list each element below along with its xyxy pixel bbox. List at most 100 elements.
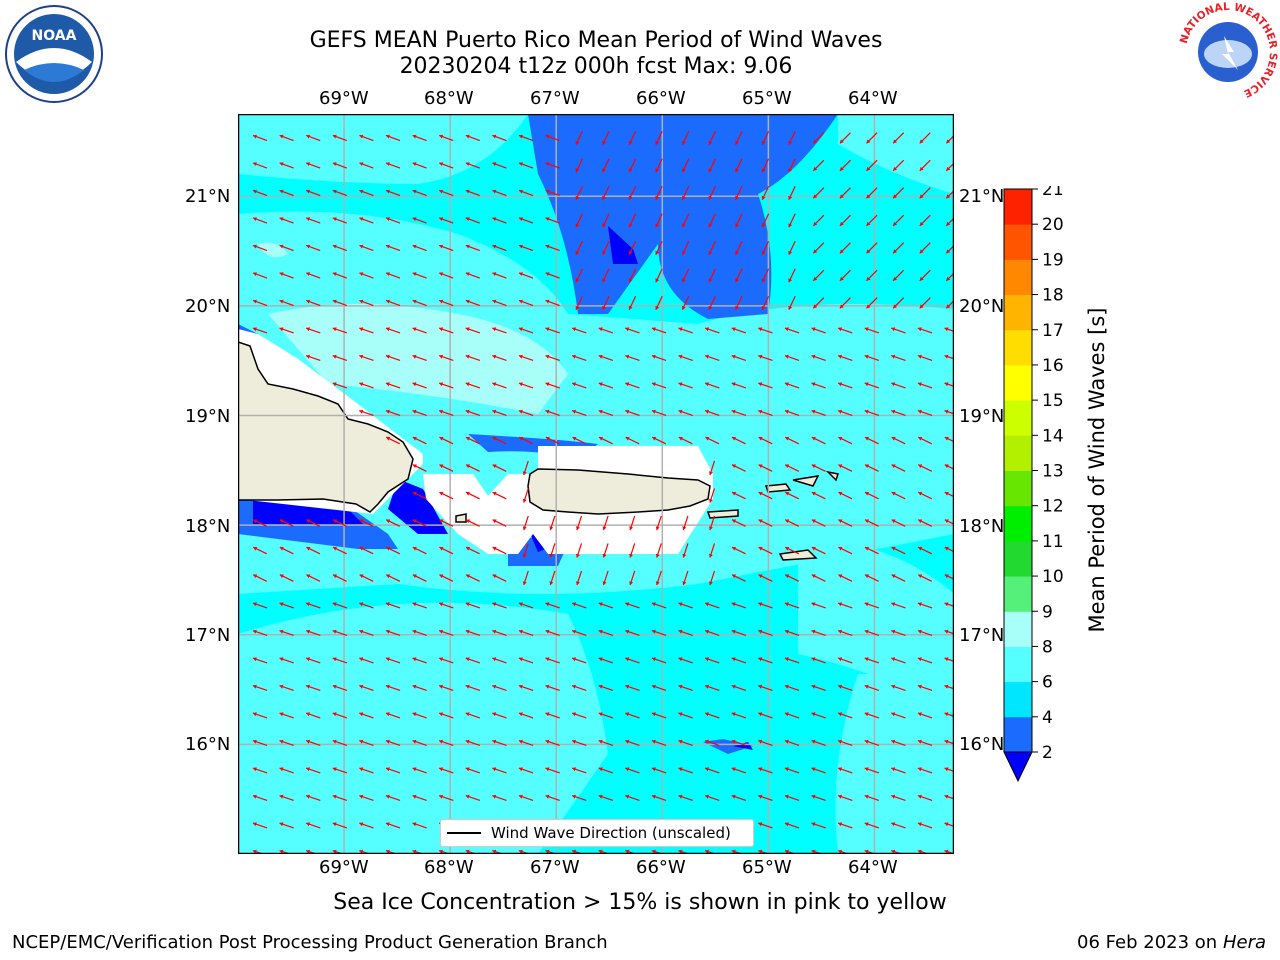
colorbar-tick-label: 2 <box>1042 743 1053 763</box>
wind-arrow-head <box>761 250 766 255</box>
wind-arrow-head <box>519 436 524 441</box>
wind-arrow-head <box>465 162 470 166</box>
wind-arrow-head <box>651 712 656 717</box>
wind-arrow-head <box>864 739 869 744</box>
wind-arrow-head <box>678 382 683 387</box>
wind-arrow-head <box>359 712 364 717</box>
wind-arrow-head <box>891 849 896 854</box>
colorbar-cell <box>1004 716 1032 753</box>
wind-arrow-head <box>279 629 284 634</box>
wind-arrow-head <box>522 471 527 476</box>
wind-arrow-head <box>279 767 284 772</box>
wind-arrow-head <box>333 519 337 524</box>
wind-arrow-head <box>253 134 257 139</box>
wind-arrow-head <box>731 849 736 854</box>
wind-arrow-head <box>439 849 443 854</box>
wind-arrow-head <box>731 712 736 717</box>
wind-arrow-head <box>628 168 633 173</box>
wind-arrow-head <box>253 272 257 276</box>
wind-arrow-head <box>655 168 660 173</box>
footer-org: NCEP/EMC/Verification Post Processing Pr… <box>12 932 608 953</box>
wind-arrow-head <box>386 134 390 139</box>
wind-arrow-head <box>864 629 869 634</box>
wind-arrow-head <box>628 278 633 283</box>
wind-arrow-head <box>788 140 793 145</box>
wind-arrow-head <box>252 822 257 827</box>
colorbar-cell <box>1004 540 1032 577</box>
wind-arrow-head <box>412 684 417 689</box>
wind-arrow-head <box>306 546 311 551</box>
wind-arrow-head <box>944 464 949 469</box>
wind-arrow-head <box>279 189 284 194</box>
wind-arrow-head <box>864 382 869 387</box>
wind-arrow-head <box>944 409 949 414</box>
wind-arrow-head <box>625 657 630 662</box>
wind-arrow-head <box>465 849 470 854</box>
wind-arrow-head <box>761 168 766 173</box>
wind-arrow-head <box>761 223 766 228</box>
wind-arrow-head <box>359 684 364 689</box>
wind-arrow-head <box>784 602 789 607</box>
wind-arrow-head <box>838 546 843 551</box>
wind-arrow-head <box>492 244 497 249</box>
wind-arrow-head <box>655 305 660 310</box>
wind-arrow-head <box>279 546 284 551</box>
wind-arrow-head <box>545 684 550 689</box>
colorbar-cell <box>1004 505 1032 542</box>
wind-arrow-head <box>917 739 922 744</box>
wind-arrow-head <box>602 250 606 255</box>
wind-arrow-head <box>917 354 922 359</box>
wind-arrow-head <box>306 354 310 359</box>
wind-arrow-head <box>545 299 550 304</box>
wind-arrow-head <box>545 382 550 387</box>
wind-arrow-head <box>628 250 633 255</box>
wind-arrow-head <box>306 767 310 772</box>
colorbar-tick-label: 9 <box>1042 602 1053 622</box>
footer-machine: Hera <box>1222 932 1266 953</box>
lon-label-bottom-2: 68°W <box>424 857 474 878</box>
lon-label-bottom-4: 66°W <box>636 857 686 878</box>
wind-arrow-head <box>813 304 818 309</box>
wind-arrow-head <box>865 546 869 551</box>
wind-arrow-head <box>919 276 924 281</box>
wind-arrow-head <box>359 739 364 744</box>
wind-arrow-head <box>492 574 497 579</box>
colorbar-tick-label: 8 <box>1042 637 1053 657</box>
wind-arrow-head <box>332 134 337 139</box>
wind-arrow-head <box>332 299 337 304</box>
wind-arrow-head <box>655 526 660 531</box>
wind-arrow-head <box>891 629 896 634</box>
wind-arrow-head <box>946 221 951 226</box>
wind-arrow-head <box>866 166 871 171</box>
wind-arrow-head <box>333 574 337 579</box>
wind-arrow-head <box>439 546 444 551</box>
wind-arrow-head <box>788 250 793 255</box>
wind-arrow-head <box>651 739 656 744</box>
wind-arrow-head <box>678 794 683 799</box>
wind-arrow-head <box>279 849 284 854</box>
wind-arrow-head <box>412 822 417 827</box>
wind-arrow-head <box>944 739 949 744</box>
wind-arrow-head <box>359 602 364 607</box>
colorbar-cell <box>1004 294 1032 331</box>
wind-arrow-head <box>838 436 843 441</box>
wind-arrow-head <box>386 272 390 276</box>
wind-arrow-head <box>788 168 793 173</box>
wind-arrow-head <box>758 794 763 799</box>
wind-arrow-head <box>522 526 527 531</box>
wind-arrow-head <box>946 166 951 171</box>
wind-arrow-head <box>893 276 897 281</box>
wind-arrow-head <box>332 629 337 634</box>
wind-arrow-head <box>576 553 580 558</box>
wind-arrow-head <box>602 526 607 531</box>
wind-arrow-head <box>253 162 257 166</box>
wind-arrow-head <box>758 767 763 772</box>
wind-arrow-head <box>651 849 656 854</box>
wind-arrow-head <box>811 327 816 332</box>
wind-arrow-head <box>864 767 869 772</box>
wind-arrow-head <box>386 574 391 579</box>
wind-arrow-head <box>891 464 896 469</box>
wind-arrow-head <box>811 712 816 717</box>
wind-arrow-head <box>412 436 417 441</box>
wind-arrow-head <box>758 657 763 662</box>
